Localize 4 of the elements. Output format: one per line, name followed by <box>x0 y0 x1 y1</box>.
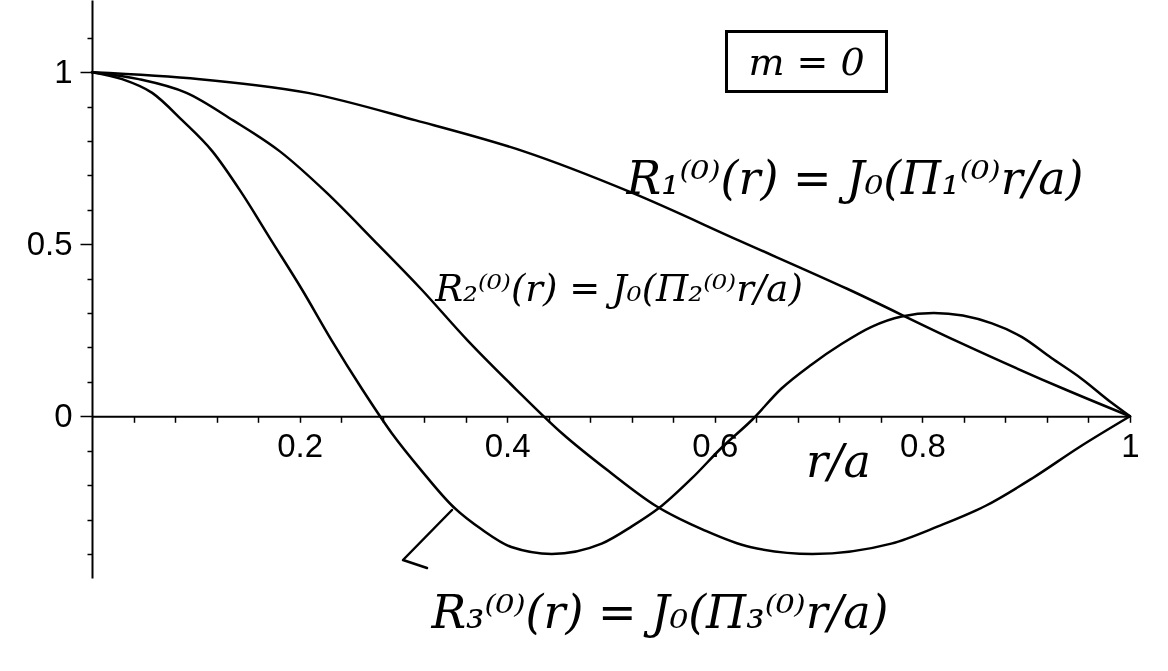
legend-label: R₃⁽⁰⁾(r) = J₀(Π₃⁽⁰⁾r/a) <box>430 585 889 639</box>
y-tick-label: 0 <box>54 396 73 434</box>
y-tick-label: 1 <box>54 52 73 90</box>
y-tick-label: 0.5 <box>26 224 73 262</box>
